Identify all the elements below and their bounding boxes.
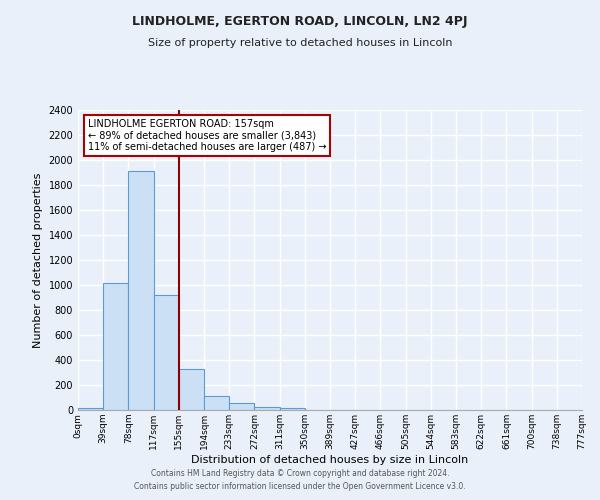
Bar <box>103 282 128 410</box>
Bar <box>154 295 179 410</box>
Text: Contains HM Land Registry data © Crown copyright and database right 2024.: Contains HM Land Registry data © Crown c… <box>151 468 449 477</box>
Bar <box>78 408 103 410</box>
Bar <box>229 403 254 410</box>
Text: LINDHOLME, EGERTON ROAD, LINCOLN, LN2 4PJ: LINDHOLME, EGERTON ROAD, LINCOLN, LN2 4P… <box>132 15 468 28</box>
Bar <box>204 396 229 410</box>
Text: Size of property relative to detached houses in Lincoln: Size of property relative to detached ho… <box>148 38 452 48</box>
Y-axis label: Number of detached properties: Number of detached properties <box>33 172 43 348</box>
Bar <box>128 171 154 410</box>
Text: Contains public sector information licensed under the Open Government Licence v3: Contains public sector information licen… <box>134 482 466 491</box>
Bar <box>280 408 305 410</box>
X-axis label: Distribution of detached houses by size in Lincoln: Distribution of detached houses by size … <box>191 454 469 464</box>
Text: LINDHOLME EGERTON ROAD: 157sqm
← 89% of detached houses are smaller (3,843)
11% : LINDHOLME EGERTON ROAD: 157sqm ← 89% of … <box>88 119 326 152</box>
Bar <box>254 407 280 410</box>
Bar <box>179 370 204 410</box>
